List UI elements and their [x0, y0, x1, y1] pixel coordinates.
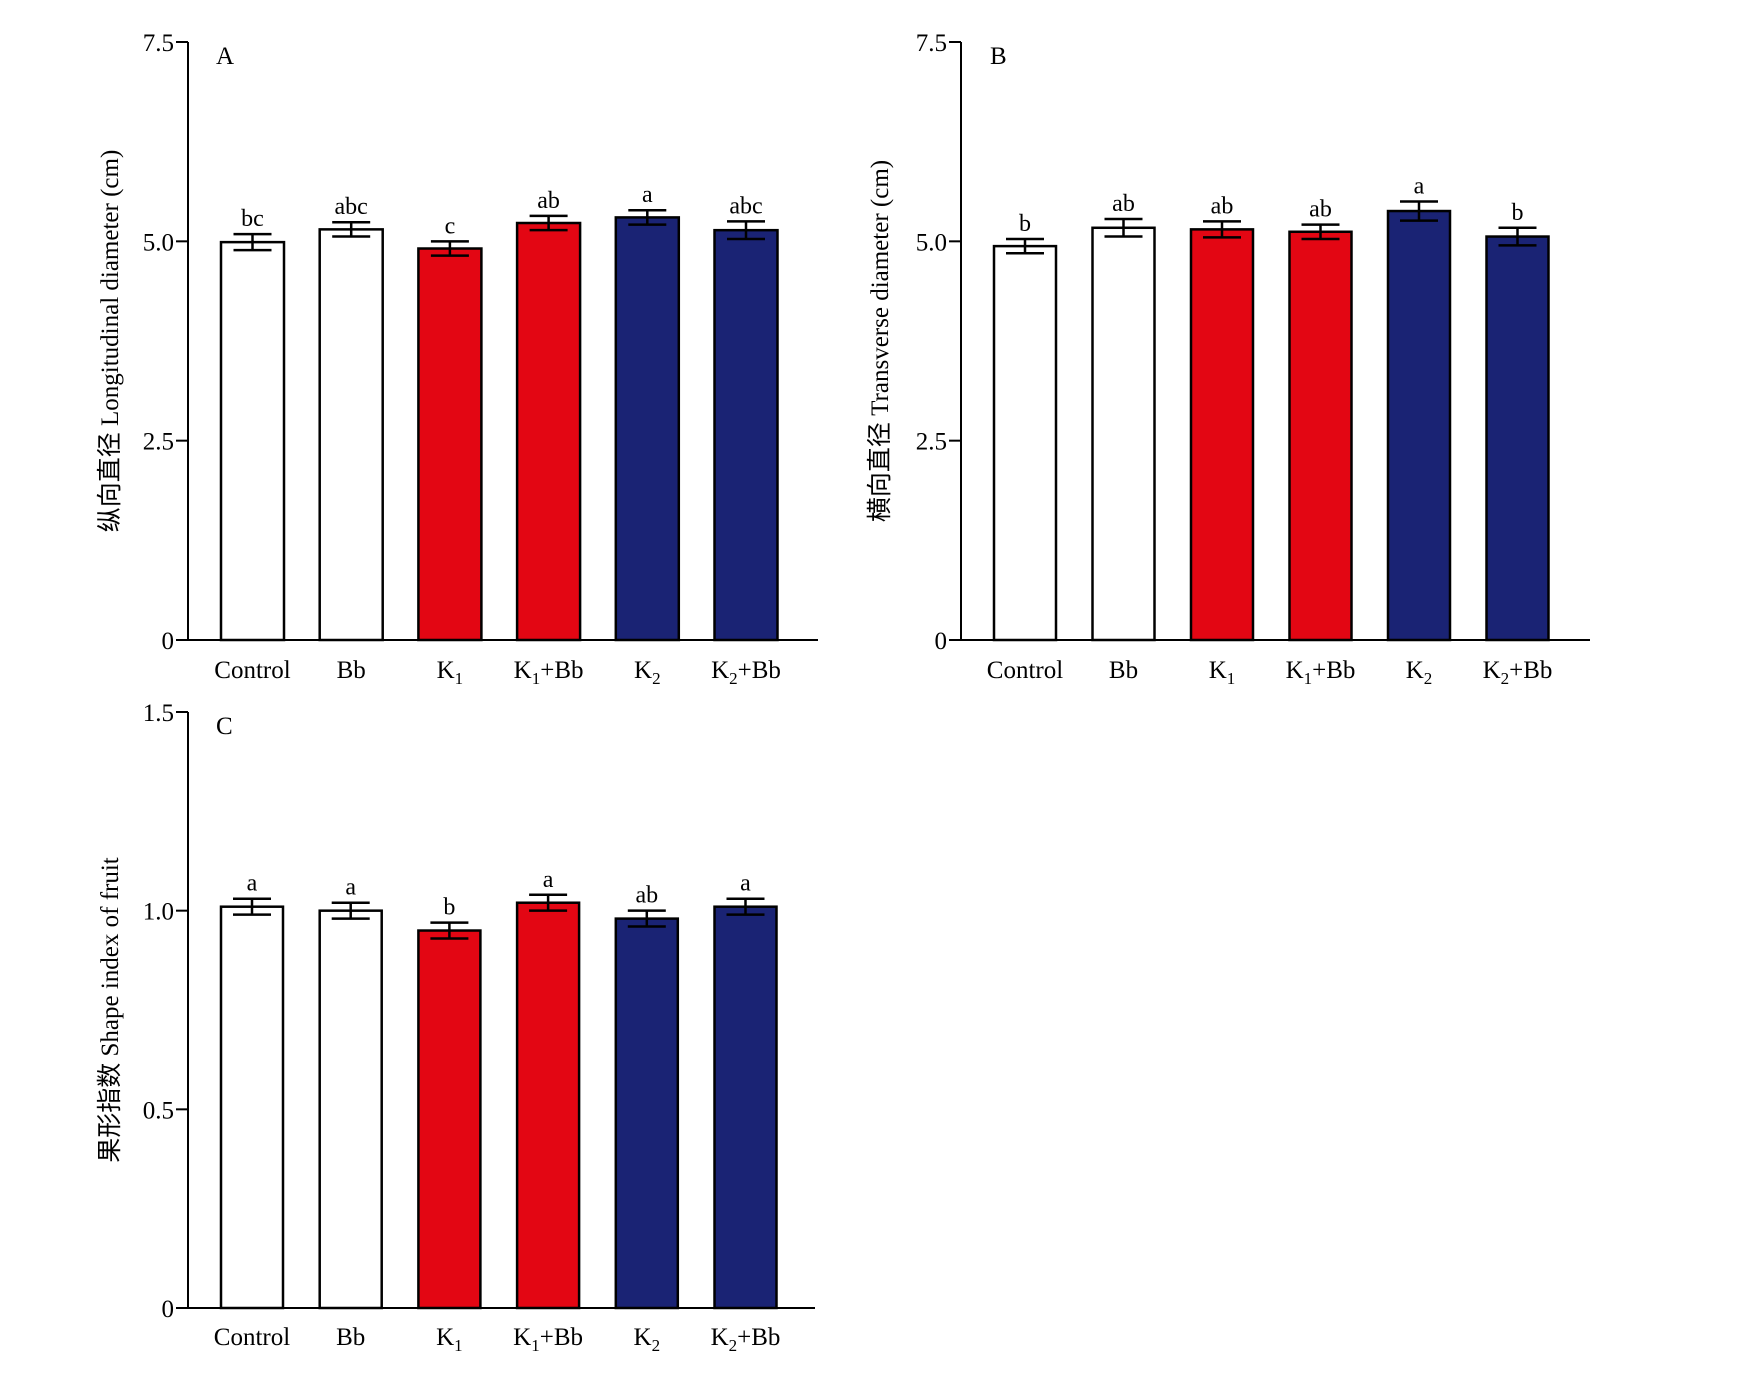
significance-label: ab [1112, 191, 1135, 217]
error-bar [1400, 200, 1438, 222]
y-axis-title: 横向直径 Transverse diameter (cm) [866, 160, 894, 522]
error-bar [1203, 220, 1241, 239]
significance-label: c [445, 213, 456, 239]
category-label: K1 [436, 1324, 463, 1355]
y-tick-label: 7.5 [143, 30, 174, 57]
error-bar [628, 208, 667, 226]
bar [1091, 226, 1156, 642]
y-tick-label: 1.0 [143, 899, 174, 926]
significance-label: abc [729, 193, 762, 219]
panel-letter: B [990, 43, 1007, 70]
y-tick-label: 0 [162, 1296, 175, 1323]
category-label: K1 [437, 657, 464, 688]
error-bar [726, 897, 765, 916]
category-label: Control [214, 657, 290, 684]
significance-label: b [1512, 200, 1524, 226]
category-label: Control [214, 1324, 290, 1351]
significance-label: a [247, 871, 258, 897]
bar [1288, 230, 1353, 642]
panel-letter: C [216, 713, 233, 740]
bar [1485, 235, 1550, 642]
y-axis-title: 纵向直径 Longitudinal diameter (cm) [96, 150, 124, 533]
category-label: K1+Bb [1286, 657, 1356, 688]
error-bar [627, 909, 666, 928]
y-tick-label: 5.0 [916, 229, 947, 256]
category-label: K2+Bb [711, 657, 781, 688]
category-label: K2 [1406, 657, 1433, 688]
bar [1189, 228, 1255, 642]
significance-label: ab [1309, 197, 1332, 223]
bar [1386, 209, 1452, 642]
bar [318, 228, 384, 642]
panel-b: 0 2.5 5.0 7.5 b Control ab Bb ab K1 ab K1+Bb a K2 b K2+… [866, 30, 1590, 688]
bar [219, 240, 286, 642]
category-label: K1+Bb [514, 657, 584, 688]
category-label: Bb [336, 1324, 365, 1351]
bar [614, 917, 680, 1310]
y-tick-label: 0 [935, 628, 948, 655]
y-tick-label: 2.5 [143, 429, 174, 456]
significance-label: b [443, 895, 455, 921]
significance-label: b [1019, 211, 1031, 237]
error-bar [332, 220, 371, 238]
significance-label: ab [537, 188, 560, 214]
bar [515, 221, 582, 642]
bar [713, 228, 779, 642]
error-bar [430, 240, 469, 257]
significance-label: a [1414, 173, 1425, 199]
y-axis-title: 果形指数 Shape index of fruit [96, 857, 124, 1163]
error-bar [529, 214, 568, 232]
significance-label: a [345, 875, 356, 901]
bar [318, 909, 383, 1310]
error-bar [1104, 217, 1143, 238]
bar [417, 247, 483, 642]
bar [417, 929, 482, 1310]
error-bar [233, 897, 271, 916]
error-bar [1301, 223, 1340, 241]
error-bar [1498, 226, 1537, 247]
significance-label: abc [335, 194, 368, 220]
category-label: K2 [634, 657, 661, 688]
bar [992, 244, 1058, 642]
panel-c: 0 0.5 1.0 1.5 a Control a Bb b K1 a K1+Bb ab K2 a K2+Bb… [96, 700, 815, 1355]
error-bar [529, 893, 568, 912]
category-label: Bb [1109, 657, 1138, 684]
panel-letter: A [216, 43, 234, 70]
bar [614, 216, 681, 642]
category-label: K2+Bb [711, 1324, 781, 1355]
error-bar [233, 232, 272, 252]
y-tick-label: 0.5 [143, 1097, 174, 1124]
category-label: K1+Bb [513, 1324, 583, 1355]
y-tick-label: 1.5 [143, 700, 174, 727]
error-bar [1006, 237, 1044, 255]
category-label: Bb [337, 657, 366, 684]
error-bar [430, 921, 469, 940]
error-bar [727, 220, 765, 241]
category-label: K2+Bb [1483, 657, 1553, 688]
bar [515, 901, 581, 1310]
category-label: K2 [634, 1324, 661, 1355]
bar [713, 905, 778, 1310]
y-tick-label: 5.0 [143, 229, 174, 256]
category-label: K1 [1209, 657, 1236, 688]
significance-label: bc [241, 206, 264, 232]
significance-label: a [543, 867, 554, 893]
panel-a: 0 2.5 5.0 7.5 bc Control abc Bb c K1 ab K1+Bb a K2 abc… [96, 30, 818, 688]
significance-label: a [740, 871, 751, 897]
y-tick-label: 2.5 [916, 429, 947, 456]
y-tick-label: 7.5 [916, 30, 947, 57]
error-bar [331, 901, 370, 920]
significance-label: ab [1211, 193, 1234, 219]
bar [219, 905, 285, 1310]
significance-label: ab [635, 883, 658, 909]
y-tick-label: 0 [162, 628, 175, 655]
significance-label: a [642, 182, 653, 208]
category-label: Control [987, 657, 1063, 684]
